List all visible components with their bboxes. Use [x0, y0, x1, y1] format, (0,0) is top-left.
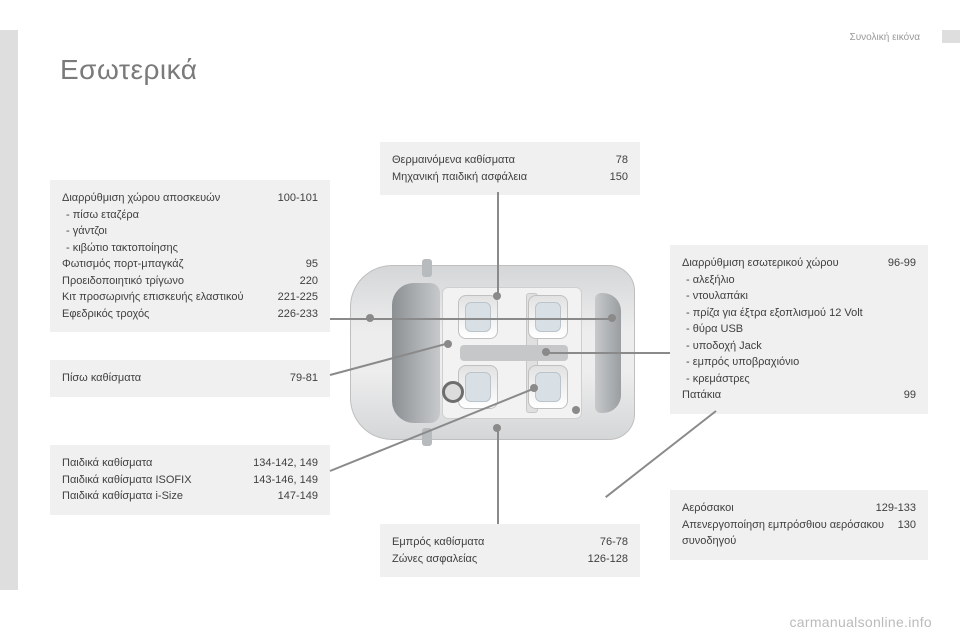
callout-page: 96-99 [888, 255, 916, 272]
callout-box-heated-seats: Θερμαινόμενα καθίσματα78Μηχανική παιδική… [380, 142, 640, 195]
callout-row: Εφεδρικός τροχός226-233 [62, 306, 318, 323]
callout-subitem: - κρεμάστρες [682, 371, 916, 388]
callout-page: 99 [904, 387, 916, 404]
callout-page: 95 [306, 256, 318, 273]
callout-row: Εμπρός καθίσματα76-78 [392, 534, 628, 551]
callout-label: Αερόσακοι [682, 500, 876, 517]
callout-page: 150 [610, 169, 628, 186]
callout-box-rear-seats: Πίσω καθίσματα79-81 [50, 360, 330, 397]
callout-subitem: - πίσω εταζέρα [62, 207, 318, 224]
page-margin-left [0, 30, 18, 590]
callout-row: Ζώνες ασφαλείας126-128 [392, 551, 628, 568]
callout-page: 221-225 [278, 289, 318, 306]
callout-subitem: - εμπρός υποβραχιόνιο [682, 354, 916, 371]
callout-label: Θερμαινόμενα καθίσματα [392, 152, 616, 169]
callout-subitem: - πρίζα για έξτρα εξοπλισμού 12 Volt [682, 305, 916, 322]
callout-row: Κιτ προσωρινής επισκευής ελαστικού221-22… [62, 289, 318, 306]
callout-row: Διαρρύθμιση εσωτερικού χώρου96-99 [682, 255, 916, 272]
leader-dot [493, 424, 501, 432]
callout-subitem: - κιβώτιο τακτοποίησης [62, 240, 318, 257]
leader-dot [608, 314, 616, 322]
callout-row: Μηχανική παιδική ασφάλεια150 [392, 169, 628, 186]
steering-wheel-icon [442, 381, 464, 403]
callout-row: Πατάκια99 [682, 387, 916, 404]
leader-dot [572, 406, 580, 414]
callout-row: Παιδικά καθίσματα ISOFIX143-146, 149 [62, 472, 318, 489]
callout-row: Θερμαινόμενα καθίσματα78 [392, 152, 628, 169]
callout-label: Απενεργοποίηση εμπρόσθιου αερόσακου συνο… [682, 517, 898, 550]
callout-label: Παιδικά καθίσματα i-Size [62, 488, 278, 505]
callout-subitem: - γάντζοι [62, 223, 318, 240]
callout-page: 100-101 [278, 190, 318, 207]
seat-rear-left [528, 295, 568, 339]
callout-box-child-seats: Παιδικά καθίσματα134-142, 149Παιδικά καθ… [50, 445, 330, 515]
callout-box-airbags: Αερόσακοι129-133Απενεργοποίηση εμπρόσθιο… [670, 490, 928, 560]
callout-row: Φωτισμός πορτ-μπαγκάζ95 [62, 256, 318, 273]
mirror-left [422, 259, 432, 277]
callout-box-luggage: Διαρρύθμιση χώρου αποσκευών100-101- πίσω… [50, 180, 330, 332]
leader-dot [493, 292, 501, 300]
callout-row: Παιδικά καθίσματα134-142, 149 [62, 455, 318, 472]
leader-dot [444, 340, 452, 348]
callout-subitem: - υποδοχή Jack [682, 338, 916, 355]
callout-label: Πίσω καθίσματα [62, 370, 290, 387]
callout-row: Πίσω καθίσματα79-81 [62, 370, 318, 387]
callout-page: 134-142, 149 [253, 455, 318, 472]
callout-page: 76-78 [600, 534, 628, 551]
callout-label: Μηχανική παιδική ασφάλεια [392, 169, 610, 186]
callout-label: Παιδικά καθίσματα ISOFIX [62, 472, 253, 489]
callout-label: Ζώνες ασφαλείας [392, 551, 588, 568]
seat-front-right [458, 365, 498, 409]
callout-label: Προειδοποιητικό τρίγωνο [62, 273, 300, 290]
callout-label: Εμπρός καθίσματα [392, 534, 600, 551]
page-tab-top [942, 30, 960, 43]
callout-subitem: - αλεξήλιο [682, 272, 916, 289]
windshield [392, 283, 440, 423]
callout-page: 130 [898, 517, 916, 550]
callout-box-interior-fittings: Διαρρύθμιση εσωτερικού χώρου96-99- αλεξή… [670, 245, 928, 414]
callout-label: Κιτ προσωρινής επισκευής ελαστικού [62, 289, 278, 306]
callout-row: Αερόσακοι129-133 [682, 500, 916, 517]
callout-page: 126-128 [588, 551, 628, 568]
section-label: Συνολική εικόνα [850, 32, 920, 43]
callout-row: Απενεργοποίηση εμπρόσθιου αερόσακου συνο… [682, 517, 916, 550]
callout-page: 143-146, 149 [253, 472, 318, 489]
callout-row: Διαρρύθμιση χώρου αποσκευών100-101 [62, 190, 318, 207]
callout-label: Διαρρύθμιση εσωτερικού χώρου [682, 255, 888, 272]
callout-page: 129-133 [876, 500, 916, 517]
leader-line [497, 192, 499, 294]
callout-row: Προειδοποιητικό τρίγωνο220 [62, 273, 318, 290]
callout-label: Εφεδρικός τροχός [62, 306, 278, 323]
callout-row: Παιδικά καθίσματα i-Size147-149 [62, 488, 318, 505]
leader-line [497, 430, 499, 524]
callout-page: 79-81 [290, 370, 318, 387]
leader-dot [542, 348, 550, 356]
page-title: Εσωτερικά [60, 54, 197, 86]
callout-label: Φωτισμός πορτ-μπαγκάζ [62, 256, 306, 273]
callout-page: 78 [616, 152, 628, 169]
watermark: carmanualsonline.info [790, 614, 933, 630]
seat-front-left [458, 295, 498, 339]
callout-page: 226-233 [278, 306, 318, 323]
callout-box-front-seats: Εμπρός καθίσματα76-78Ζώνες ασφαλείας126-… [380, 524, 640, 577]
leader-line [548, 352, 670, 354]
callout-label: Πατάκια [682, 387, 904, 404]
callout-label: Παιδικά καθίσματα [62, 455, 253, 472]
callout-page: 147-149 [278, 488, 318, 505]
callout-subitem: - ντουλαπάκι [682, 288, 916, 305]
leader-dot [530, 384, 538, 392]
callout-page: 220 [300, 273, 318, 290]
callout-subitem: - θύρα USB [682, 321, 916, 338]
callout-label: Διαρρύθμιση χώρου αποσκευών [62, 190, 278, 207]
leader-dot [366, 314, 374, 322]
